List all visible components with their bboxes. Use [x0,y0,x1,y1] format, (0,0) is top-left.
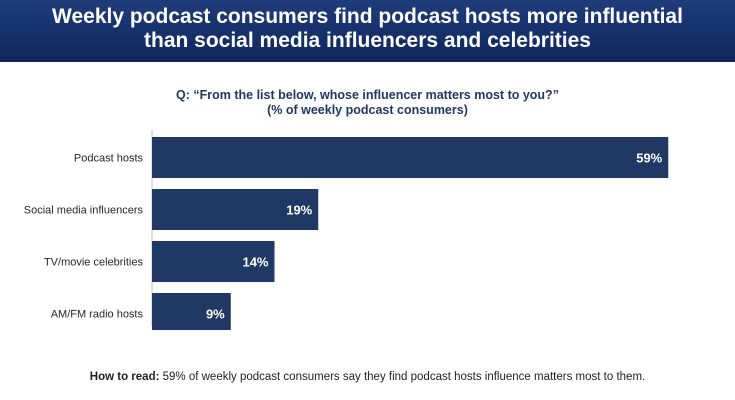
title-banner: Weekly podcast consumers find podcast ho… [0,0,735,62]
category-label: AM/FM radio hosts [51,309,144,321]
survey-question: Q: “From the list below, whose influence… [0,88,735,118]
bar [152,241,275,282]
bar [152,137,669,178]
page-title: Weekly podcast consumers find podcast ho… [52,5,683,52]
question-text: Q: “From the list below, whose influence… [176,88,559,102]
question-subtext: (% of weekly podcast consumers) [267,103,468,117]
how-to-read-text: 59% of weekly podcast consumers say they… [159,371,646,383]
value-label: 19% [286,203,312,218]
category-label: TV/movie celebrities [44,257,144,269]
how-to-read-label: How to read: [89,371,160,383]
bar [152,189,319,230]
value-label: 59% [636,151,662,166]
bar [152,293,231,330]
category-label: Podcast hosts [74,153,144,165]
category-label: Social media influencers [24,205,144,217]
value-label: 9% [206,307,225,322]
how-to-read-note: How to read: 59% of weekly podcast consu… [0,371,735,383]
bar-chart: Podcast hosts 59% Social media influencers… [24,130,669,330]
value-label: 14% [242,255,268,270]
